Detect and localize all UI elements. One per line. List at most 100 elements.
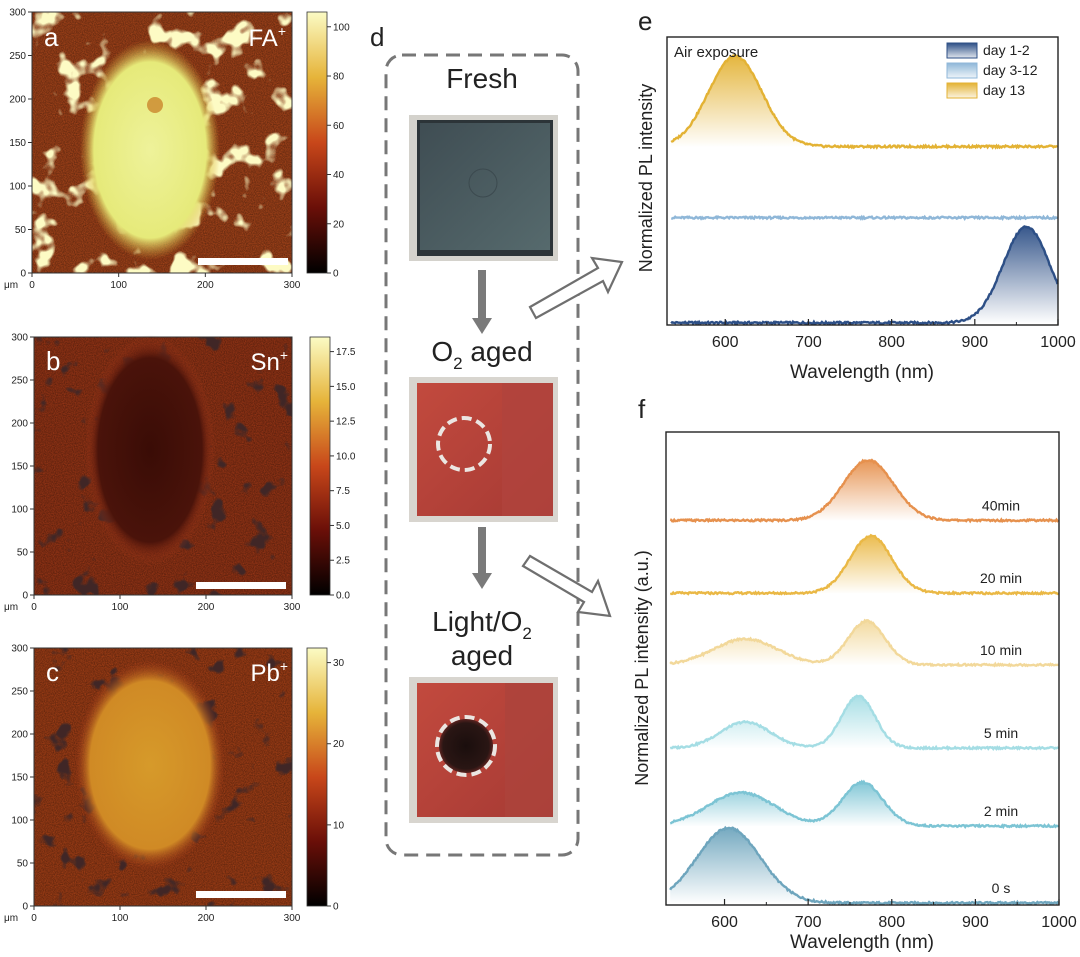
ion-label-b-sup: + (280, 347, 288, 363)
f-frame (665, 431, 1060, 906)
ion-label-a: FA+ (248, 23, 286, 52)
photo-o2-aged-marked-area (436, 416, 492, 472)
series-fill-5-min (670, 695, 1059, 749)
panel-letter-c: c (46, 657, 59, 687)
ion-label-c-sup: + (280, 658, 288, 674)
colorbar-b-tick-label: 10.0 (336, 451, 356, 462)
ion-label-c: Pb+ (250, 658, 288, 687)
label-light-o2-sub: 2 (522, 624, 531, 643)
map-c-axes: 0 100 200 300 0 50 100 150 200 250 300 μm (4, 644, 301, 925)
label-o2-aged: O2 aged (431, 336, 532, 373)
series-label: 10 min (980, 642, 1022, 658)
series-line-2-min (669, 779, 1059, 830)
colorbar-c-tick-label: 30 (333, 658, 345, 669)
panel-letter-e: e (638, 6, 652, 36)
colorbar-c-tick-label: 20 (333, 739, 345, 750)
ion-label-a-main: FA (248, 25, 277, 52)
map-a-unit-label: μm (4, 280, 18, 291)
map-b-x-tick-label: 100 (112, 602, 129, 613)
colorbar-a-tick-label: 80 (333, 72, 345, 83)
colorbar-c-tick-label: 0 (333, 902, 339, 913)
colorbar-c-bar (306, 647, 328, 907)
map-b-y-tick-label: 150 (11, 462, 28, 473)
f-x-ticks: 600 700 800 900 1000 (711, 899, 1077, 931)
arrow-down-2 (472, 527, 492, 589)
colorbar-a: 0 20 40 60 80 100 (306, 11, 350, 280)
map-c-x-tick-label: 0 (31, 913, 37, 924)
map-a-x-tick-label: 100 (110, 280, 127, 291)
map-b-y-tick-label: 250 (11, 376, 28, 387)
map-b-x-tick-label: 200 (198, 602, 215, 613)
map-b-dark-region (85, 335, 215, 565)
panel-d: d Fresh O2 aged Light/O2 aged (370, 22, 624, 857)
legend-swatch (946, 42, 978, 59)
series-line-day-3-12 (671, 214, 1058, 222)
map-c-unit-label: μm (4, 913, 18, 924)
panel-a: a FA+ 0 20 40 60 80 100 0 100 200 300 0 50 100 150 20… (4, 8, 350, 292)
arrow-to-e-outline (528, 256, 624, 320)
colorbar-a-ticks: 0 20 40 60 80 100 (327, 22, 350, 280)
map-b-axes: 0 100 200 300 0 50 100 150 200 250 300 μm (4, 333, 301, 614)
f-ylabel: Normalized PL intensity (a.u.) (632, 550, 652, 785)
arrow-to-e (528, 256, 624, 320)
legend-label: day 1-2 (983, 42, 1030, 58)
map-b-unit-label: μm (4, 602, 18, 613)
colorbar-b: 0.0 2.5 5.0 7.5 10.0 12.5 15.0 17.5 (309, 336, 356, 602)
panel-e: e Normalized PL intensity Air exposure d… (636, 6, 1076, 383)
map-c-y-tick-label: 250 (11, 687, 28, 698)
colorbar-b-ticks: 0.0 2.5 5.0 7.5 10.0 12.5 15.0 17.5 (330, 347, 356, 602)
map-a-scale-bar (198, 258, 288, 265)
photo-light-o2-aged-dark-spot (439, 719, 493, 773)
map-c-bright-region (75, 660, 225, 870)
x-tick-label: 800 (878, 334, 905, 351)
series-line-20-min (669, 533, 1059, 597)
map-c-y-tick-label: 150 (11, 773, 28, 784)
arrow-to-f (521, 554, 612, 618)
map-a-x-tick-label: 200 (197, 280, 214, 291)
arrow-down-2-head (472, 573, 492, 589)
series-label: 5 min (984, 725, 1018, 741)
map-b-scale-bar (196, 582, 286, 589)
e-frame (666, 36, 1059, 326)
map-c-y-tick-label: 200 (11, 730, 28, 741)
photo-o2-aged-stripe (502, 383, 553, 516)
series-line-0-s (669, 825, 1060, 906)
x-tick-label: 600 (712, 334, 739, 351)
e-annotation: Air exposure (674, 44, 758, 61)
arrow-down-2-shaft (478, 527, 486, 577)
map-c-x-tick-label: 100 (112, 913, 129, 924)
series-label: 2 min (984, 803, 1018, 819)
process-dashed-box (384, 53, 580, 857)
map-a-x-tick-label: 0 (29, 280, 35, 291)
colorbar-a-bar (306, 11, 328, 274)
x-tick-label: 1000 (1040, 334, 1076, 351)
map-a-y-tick-label: 200 (9, 95, 26, 106)
photo-fresh-film (420, 123, 550, 250)
map-a-x-tick-label: 300 (284, 280, 301, 291)
colorbar-b-tick-label: 17.5 (336, 347, 356, 358)
panel-f: f Normalized PL intensity (a.u.) 0 s 2 mi… (632, 394, 1077, 953)
map-b-y-tick-label: 300 (11, 333, 28, 344)
label-o2-aged-tail: aged (463, 336, 533, 367)
x-tick-label: 600 (711, 914, 738, 931)
colorbar-b-tick-label: 0.0 (336, 591, 350, 602)
map-c-x-tick-label: 300 (284, 913, 301, 924)
colorbar-a-tick-label: 20 (333, 219, 345, 230)
x-tick-label: 1000 (1041, 914, 1077, 931)
ion-label-b-main: Sn (250, 349, 279, 376)
series-label: 0 s (992, 880, 1011, 896)
series-label: 20 min (980, 570, 1022, 586)
colorbar-b-tick-label: 7.5 (336, 486, 350, 497)
label-light-o2-main: Light/O (432, 606, 522, 637)
label-aged: aged (451, 640, 513, 671)
series-line-5-min (669, 694, 1059, 752)
colorbar-b-tick-label: 5.0 (336, 521, 350, 532)
legend-label: day 3-12 (983, 62, 1038, 78)
panel-b: b Sn+ 0.0 2.5 5.0 7.5 10.0 12.5 15.0 17.5 0 100 2… (4, 333, 356, 614)
photo-light-o2-aged (409, 677, 558, 823)
map-b-x-tick-label: 300 (284, 602, 301, 613)
x-tick-label: 800 (878, 914, 905, 931)
photo-fresh-mark (468, 168, 498, 198)
series-fill-day-1-2 (671, 226, 1058, 324)
colorbar-c: 0 10 20 30 (306, 647, 345, 913)
